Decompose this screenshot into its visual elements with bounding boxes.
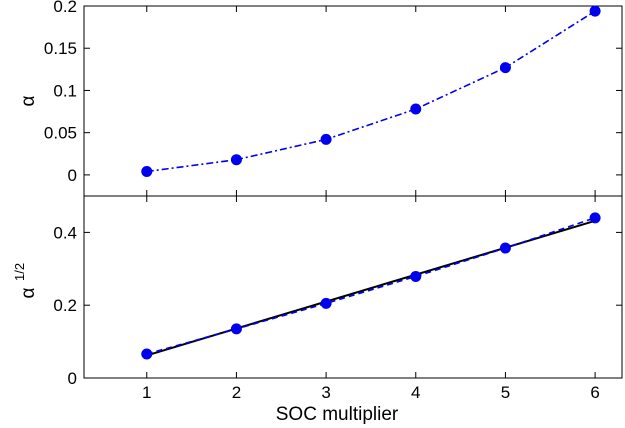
x-tick-label: 4 — [411, 383, 420, 402]
y-tick-label: 0.2 — [53, 0, 77, 16]
data-point — [141, 348, 153, 360]
data-point — [320, 133, 332, 145]
bottom-panel: 0 0.2 0.4 α 1/2 — [12, 195, 623, 388]
y-tick-label: 0.15 — [44, 39, 77, 58]
data-point — [589, 212, 601, 224]
y-tick-label: 0 — [68, 166, 77, 185]
x-tick-label: 6 — [590, 383, 599, 402]
bottom-y-axis-label-superscript: 1/2 — [12, 263, 27, 281]
series-line-0 — [146, 219, 596, 357]
data-point — [410, 103, 422, 115]
data-point — [230, 323, 242, 335]
y-tick-label: 0.05 — [44, 124, 77, 143]
y-tick-label: 0.1 — [53, 81, 77, 100]
bottom-y-axis-label: α — [18, 287, 39, 298]
series-line-1 — [146, 217, 596, 355]
data-point — [589, 5, 601, 17]
top-series — [141, 5, 601, 178]
bottom-y-axis-label-group: α 1/2 — [12, 263, 39, 299]
top-y-axis-label: α — [18, 95, 39, 106]
data-point — [141, 166, 153, 178]
y-tick-label: 0.2 — [53, 296, 77, 315]
x-ticks: 1 2 3 4 5 6 — [142, 383, 600, 402]
y-tick-label: 0.4 — [53, 223, 77, 242]
data-point — [499, 242, 511, 254]
x-tick-label: 5 — [501, 383, 510, 402]
x-tick-label: 1 — [142, 383, 151, 402]
data-point — [499, 62, 511, 74]
data-point — [320, 297, 332, 309]
x-tick-label: 3 — [321, 383, 330, 402]
series-line-0 — [146, 10, 596, 173]
top-plot-frame — [83, 5, 623, 197]
y-tick-label: 0 — [68, 369, 77, 388]
x-tick-label: 2 — [232, 383, 241, 402]
data-point — [230, 154, 242, 166]
x-axis-label: SOC multiplier — [276, 404, 399, 425]
bottom-y-ticks: 0 0.2 0.4 — [53, 196, 622, 388]
top-panel: 0 0.05 0.1 0.15 0.2 α — [18, 0, 623, 197]
data-point — [410, 270, 422, 282]
bottom-series — [141, 212, 601, 360]
top-y-ticks: 0 0.05 0.1 0.15 0.2 — [44, 0, 622, 196]
